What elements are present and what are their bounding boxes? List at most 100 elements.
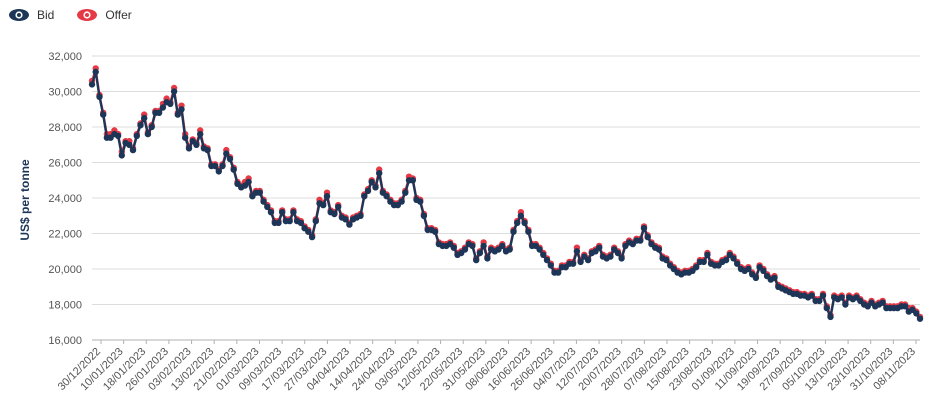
data-point-bid[interactable]: [521, 219, 528, 227]
data-point-bid[interactable]: [226, 155, 234, 163]
data-point-bid[interactable]: [476, 249, 484, 257]
data-point-bid[interactable]: [506, 246, 513, 253]
data-point-bid[interactable]: [838, 294, 845, 301]
data-point-bid[interactable]: [197, 130, 204, 138]
data-point-bid[interactable]: [357, 212, 364, 219]
data-point-bid[interactable]: [700, 258, 707, 266]
data-point-bid[interactable]: [174, 111, 181, 118]
data-point-bid[interactable]: [842, 301, 849, 308]
data-point-bid[interactable]: [469, 242, 476, 250]
data-point-bid[interactable]: [484, 255, 491, 262]
data-point-bid[interactable]: [879, 299, 886, 306]
data-point-bid[interactable]: [663, 256, 670, 264]
data-point-bid[interactable]: [170, 88, 178, 95]
data-point-bid[interactable]: [514, 219, 521, 227]
data-point-bid[interactable]: [480, 242, 487, 250]
data-point-bid[interactable]: [543, 256, 551, 264]
data-point-bid[interactable]: [185, 145, 193, 152]
data-point-bid[interactable]: [193, 141, 200, 148]
data-point-bid[interactable]: [305, 228, 312, 235]
data-point-bid[interactable]: [752, 274, 760, 282]
data-point-bid[interactable]: [816, 297, 823, 305]
data-point-bid[interactable]: [159, 104, 167, 111]
data-point-bid[interactable]: [215, 168, 222, 175]
data-point-bid[interactable]: [808, 292, 815, 299]
data-point-bid[interactable]: [536, 246, 543, 253]
data-point-bid[interactable]: [819, 292, 827, 299]
data-point-bid[interactable]: [916, 315, 924, 322]
data-point-bid[interactable]: [223, 150, 230, 157]
data-point-bid[interactable]: [409, 177, 416, 184]
data-point-bid[interactable]: [100, 111, 107, 118]
data-point-bid[interactable]: [264, 203, 271, 211]
data-point-bid[interactable]: [827, 313, 834, 321]
data-point-bid[interactable]: [450, 244, 457, 251]
data-point-bid[interactable]: [342, 216, 349, 223]
data-point-bid[interactable]: [577, 258, 584, 266]
data-point-bid[interactable]: [331, 210, 338, 218]
data-point-bid[interactable]: [693, 264, 700, 271]
data-point-bid[interactable]: [364, 187, 372, 195]
data-point-bid[interactable]: [655, 246, 663, 253]
data-point-bid[interactable]: [118, 152, 126, 159]
data-point-bid[interactable]: [368, 178, 375, 186]
data-point-bid[interactable]: [297, 219, 305, 227]
data-point-bid[interactable]: [547, 262, 554, 269]
data-point-bid[interactable]: [133, 132, 140, 140]
data-point-bid[interactable]: [510, 228, 517, 235]
data-point-bid[interactable]: [275, 219, 282, 227]
data-point-bid[interactable]: [569, 260, 577, 267]
data-point-bid[interactable]: [584, 256, 592, 264]
data-point-bid[interactable]: [573, 248, 581, 255]
data-point-bid[interactable]: [525, 228, 532, 235]
data-point-bid[interactable]: [137, 122, 144, 129]
data-point-bid[interactable]: [771, 274, 778, 282]
data-point-bid[interactable]: [734, 260, 741, 267]
data-point-bid[interactable]: [901, 303, 909, 310]
data-point-bid[interactable]: [279, 209, 286, 216]
data-point-bid[interactable]: [204, 146, 211, 154]
data-point-bid[interactable]: [148, 123, 155, 131]
data-point-bid[interactable]: [361, 193, 368, 200]
data-point-bid[interactable]: [704, 251, 711, 258]
data-point-bid[interactable]: [88, 81, 96, 88]
data-point-bid[interactable]: [267, 209, 275, 216]
data-point-bid[interactable]: [640, 225, 648, 232]
data-point-bid[interactable]: [499, 242, 506, 250]
data-point-bid[interactable]: [286, 217, 293, 225]
data-point-bid[interactable]: [555, 269, 562, 276]
data-point-bid[interactable]: [260, 198, 267, 205]
data-point-bid[interactable]: [129, 146, 137, 154]
data-point-bid[interactable]: [245, 178, 252, 186]
data-point-bid[interactable]: [417, 198, 424, 205]
data-point-bid[interactable]: [290, 209, 297, 216]
data-point-bid[interactable]: [745, 265, 752, 273]
data-point-bid[interactable]: [383, 193, 390, 200]
data-point-bid[interactable]: [722, 256, 730, 264]
data-point-bid[interactable]: [211, 162, 219, 170]
data-point-bid[interactable]: [607, 253, 614, 260]
legend-item-bid[interactable]: Bid: [8, 8, 54, 22]
data-point-bid[interactable]: [618, 255, 625, 262]
data-point-bid[interactable]: [141, 114, 148, 122]
legend-item-offer[interactable]: Offer: [76, 8, 132, 22]
data-point-bid[interactable]: [92, 68, 99, 76]
data-point-bid[interactable]: [596, 244, 603, 251]
data-point-bid[interactable]: [730, 255, 737, 262]
data-point-bid[interactable]: [219, 162, 226, 170]
data-point-bid[interactable]: [320, 201, 327, 209]
data-point-bid[interactable]: [96, 93, 103, 101]
data-point-bid[interactable]: [760, 267, 767, 274]
data-point-bid[interactable]: [114, 132, 122, 140]
data-point-bid[interactable]: [323, 193, 331, 200]
data-point-bid[interactable]: [335, 203, 342, 211]
data-point-bid[interactable]: [823, 304, 830, 312]
data-point-bid[interactable]: [346, 221, 353, 228]
data-point-bid[interactable]: [182, 134, 189, 141]
data-point-bid[interactable]: [126, 141, 133, 148]
data-point-bid[interactable]: [256, 189, 263, 196]
data-point-bid[interactable]: [420, 212, 428, 219]
data-point-bid[interactable]: [398, 198, 405, 205]
data-point-bid[interactable]: [637, 237, 644, 244]
data-point-bid[interactable]: [517, 212, 525, 219]
